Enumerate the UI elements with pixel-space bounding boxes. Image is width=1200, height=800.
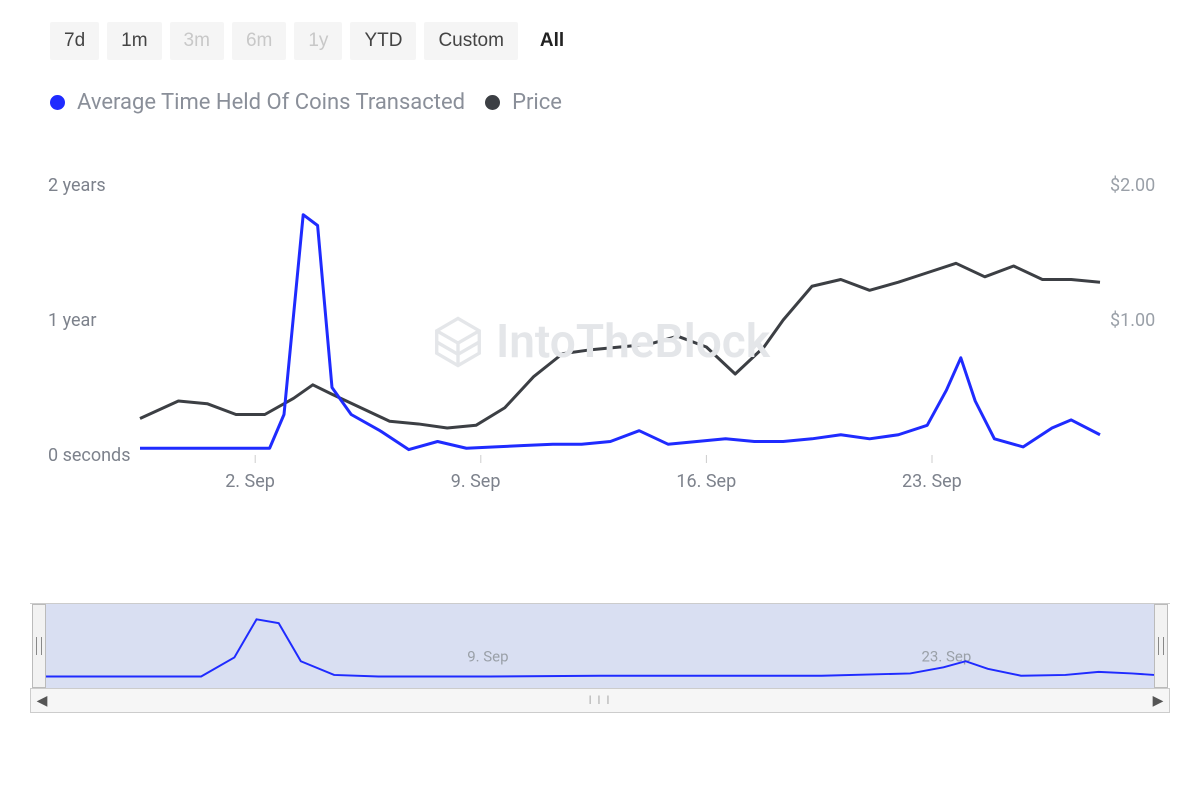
legend-dot-icon [50, 95, 65, 110]
navigator-handle-right[interactable] [1154, 604, 1168, 688]
svg-text:$2.00: $2.00 [1110, 175, 1155, 196]
range-btn-1y: 1y [294, 22, 342, 60]
navigator-scrollbar[interactable]: ◀ | | | ▶ [30, 689, 1170, 713]
svg-text:1 year: 1 year [48, 310, 96, 331]
range-navigator[interactable]: 9. Sep 23. Sep [30, 603, 1170, 689]
range-btn-6m: 6m [232, 22, 286, 60]
chart-svg: 0 seconds 1 year 2 years $1.00 $2.00 2. Sep 9.… [30, 175, 1170, 515]
legend-item-price[interactable]: Price [485, 90, 562, 115]
range-btn-7d[interactable]: 7d [50, 22, 99, 60]
navigator-handle-left[interactable] [32, 604, 46, 688]
legend-item-time-held[interactable]: Average Time Held Of Coins Transacted [50, 90, 465, 115]
scroll-track[interactable]: | | | [53, 697, 1147, 705]
main-chart[interactable]: IntoTheBlock 0 seconds1 year2 years$1.00… [30, 175, 1170, 555]
navigator-svg: 9. Sep 23. Sep [30, 603, 1170, 689]
range-btn-all[interactable]: All [526, 22, 578, 60]
svg-text:9. Sep: 9. Sep [451, 471, 501, 492]
svg-text:23. Sep: 23. Sep [902, 471, 962, 492]
svg-text:$1.00: $1.00 [1110, 310, 1155, 331]
range-btn-3m: 3m [170, 22, 224, 60]
legend-label: Price [512, 90, 562, 115]
legend-label: Average Time Held Of Coins Transacted [77, 90, 465, 115]
svg-text:23. Sep: 23. Sep [921, 648, 971, 666]
svg-text:0 seconds: 0 seconds [48, 445, 131, 466]
range-btn-ytd[interactable]: YTD [350, 22, 416, 60]
svg-text:2. Sep: 2. Sep [225, 471, 275, 492]
scroll-left-icon[interactable]: ◀ [31, 690, 53, 712]
svg-text:9. Sep: 9. Sep [467, 648, 508, 666]
legend-dot-icon [485, 95, 500, 110]
svg-text:2 years: 2 years [48, 175, 106, 196]
svg-text:16. Sep: 16. Sep [676, 471, 736, 492]
chart-legend: Average Time Held Of Coins Transacted Pr… [20, 72, 1180, 125]
scroll-right-icon[interactable]: ▶ [1147, 690, 1169, 712]
range-btn-custom[interactable]: Custom [424, 22, 517, 60]
time-range-buttons: 7d1m3m6m1yYTDCustomAll [20, 10, 1180, 72]
range-btn-1m[interactable]: 1m [107, 22, 161, 60]
